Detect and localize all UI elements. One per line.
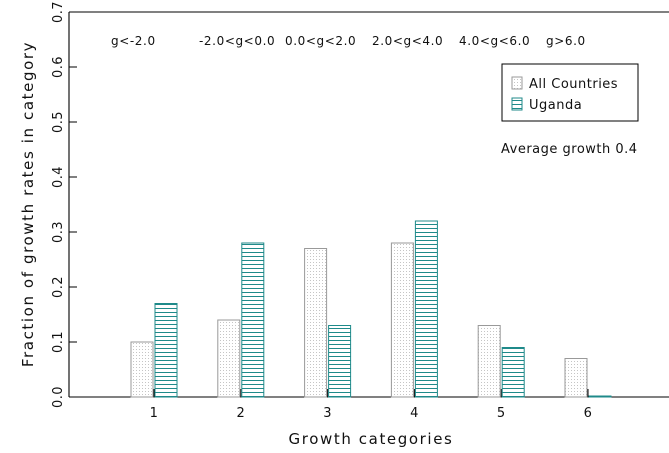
bar-all-countries [217,319,241,398]
legend-label-all-countries: All Countries [529,77,618,92]
y-axis-ticks: 0.0 0.1 0.2 0.3 0.4 0.5 0.6 0.7 [51,1,77,408]
category-range-label: g<-2.0 [111,34,156,48]
y-tick-label: 0.3 [51,221,66,243]
y-tick-label: 0.7 [51,1,66,23]
bar-uganda [588,395,612,398]
legend-box [501,63,639,122]
legend: All Countries Uganda [501,63,639,122]
y-tick-label: 0.4 [51,166,66,188]
average-growth-annotation: Average growth 0.4 [501,142,638,157]
y-tick-label: 0.2 [51,276,66,298]
bar-uganda [414,220,438,398]
x-tick-label: 1 [150,406,159,421]
category-range-label: 2.0<g<4.0 [372,34,443,48]
bar-uganda [501,347,525,398]
x-tick-label: 3 [323,406,332,421]
x-axis-ticks: 1 2 3 4 5 6 [150,389,593,421]
y-tick-label: 0.5 [51,111,66,133]
y-tick-label: 0.6 [51,56,66,78]
bar-uganda [328,325,352,398]
bar-uganda [241,242,265,398]
y-tick-label: 0.1 [51,331,66,353]
legend-swatch-uganda [511,97,523,111]
category-range-label: 4.0<g<6.0 [459,34,530,48]
category-range-label: g>6.0 [546,34,586,48]
legend-label-uganda: Uganda [529,98,582,113]
bar-all-countries [477,325,501,398]
bar-all-countries [304,248,328,398]
bar-series [130,220,612,398]
bar-uganda [154,303,178,398]
category-range-labels: g<-2.0 -2.0<g<0.0 0.0<g<2.0 2.0<g<4.0 4.0<g<… [111,34,586,48]
y-tick-label: 0.0 [51,386,66,408]
x-tick-label: 2 [236,406,245,421]
x-axis-label: Growth categories [289,430,454,448]
bar-all-countries [130,341,154,398]
x-tick-label: 5 [497,406,506,421]
category-range-label: 0.0<g<2.0 [285,34,356,48]
x-tick-label: 4 [410,406,419,421]
category-range-label: -2.0<g<0.0 [199,34,275,48]
bar-all-countries [564,358,588,398]
x-tick-label: 6 [584,406,593,421]
bar-all-countries [390,242,414,398]
y-axis-label: Fraction of growth rates in category [19,41,37,367]
legend-swatch-all-countries [511,76,523,90]
